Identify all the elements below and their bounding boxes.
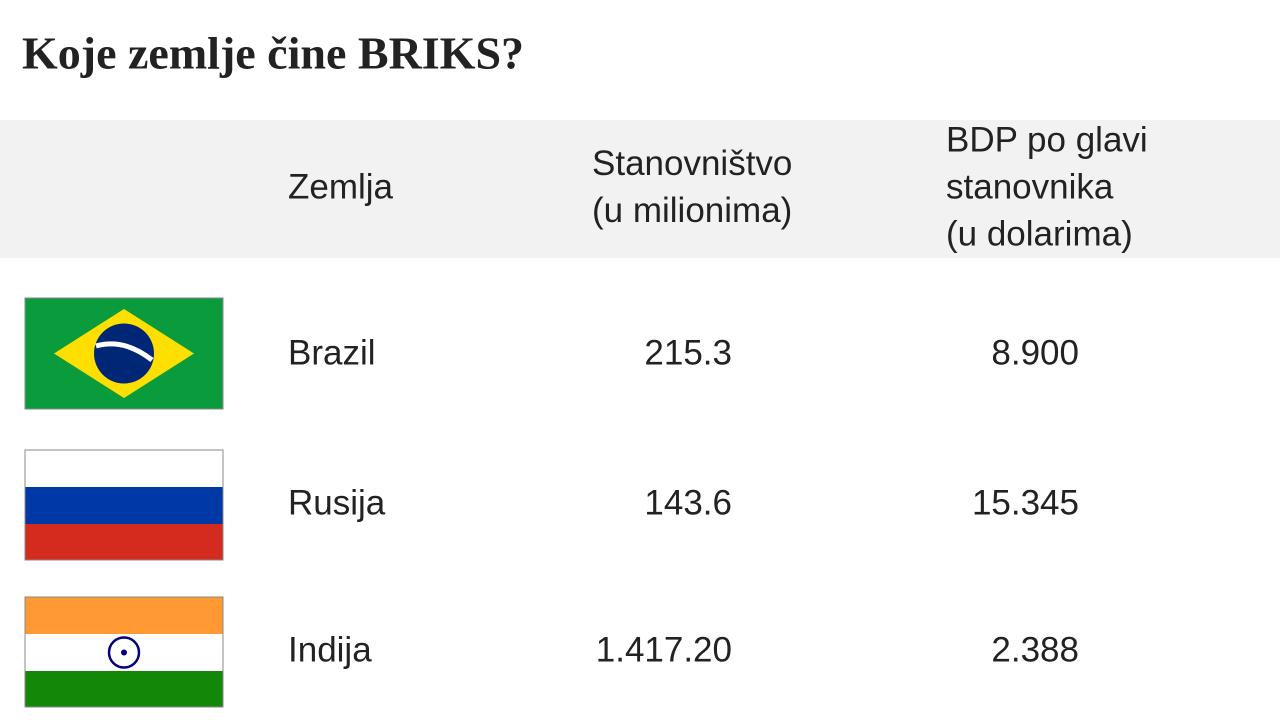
country-name: Indija — [288, 630, 372, 669]
table-cell: 1.417.20 — [596, 630, 732, 669]
country-name: Rusija — [288, 483, 386, 522]
title: Koje zemlje čine BRIKS? — [22, 28, 524, 79]
flag-russia — [24, 449, 224, 561]
table-cell: 215.3 — [644, 333, 732, 372]
table-cell: 8.900 — [991, 333, 1079, 372]
header-cell: Zemlja — [288, 167, 394, 206]
table-cell: 15.345 — [972, 483, 1079, 522]
flag-brazil — [24, 297, 224, 410]
flag-india — [24, 596, 224, 708]
table-cell: 2.388 — [991, 630, 1079, 669]
header-band — [0, 120, 1280, 258]
header-cell: (u milionima) — [592, 191, 792, 230]
header-cell: Stanovništvo — [592, 144, 792, 183]
table-cell: 143.6 — [644, 483, 732, 522]
country-name: Brazil — [288, 333, 376, 372]
header-cell: (u dolarima) — [946, 214, 1133, 253]
header-cell: BDP po glavi — [946, 120, 1148, 159]
header-cell: stanovnika — [946, 167, 1114, 206]
